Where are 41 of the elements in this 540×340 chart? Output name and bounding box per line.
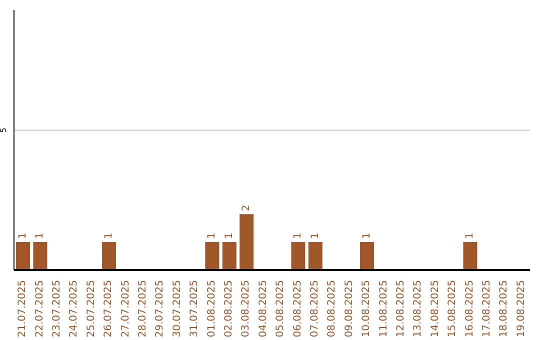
x-tick-label: 22.07.2025 (34, 280, 46, 338)
x-tick-label: 12.08.2025 (396, 280, 406, 338)
x-tick-label: 19.08.2025 (516, 280, 527, 338)
x-tick-label: 03.08.2025 (240, 280, 252, 338)
x-tick-label: 07.08.2025 (310, 280, 320, 338)
x-tick-label: 01.08.2025 (206, 280, 218, 338)
x-tick-label: 27.07.2025 (120, 280, 132, 338)
data-label: 1 (34, 232, 46, 240)
data-label: 1 (310, 232, 321, 240)
data-label: 2 (241, 204, 252, 212)
x-tick-label: 23.07.2025 (52, 280, 62, 338)
data-label: 1 (292, 232, 304, 240)
data-label: 1 (464, 232, 476, 240)
x-tick-label: 06.08.2025 (292, 280, 304, 338)
x-tick-label: 05.08.2025 (275, 280, 286, 338)
x-tick-label: 15.08.2025 (447, 280, 458, 338)
x-tick-label: 31.07.2025 (189, 280, 200, 338)
x-tick-label: 26.07.2025 (103, 280, 114, 338)
data-label: 1 (206, 232, 218, 240)
x-tick-label: 28.07.2025 (138, 280, 148, 338)
x-tick-label: 24.07.2025 (68, 280, 80, 338)
x-tick-label: 02.08.2025 (224, 280, 234, 338)
x-tick-label: 14.08.2025 (430, 280, 441, 338)
x-tick-label: 16.08.2025 (464, 280, 476, 338)
x-tick-label: 29.07.2025 (154, 280, 166, 338)
x-tick-label: 17.08.2025 (482, 280, 492, 338)
x-tick-label: 09.08.2025 (344, 280, 355, 338)
x-tick-label: 30.07.2025 (172, 280, 183, 338)
data-label: 1 (362, 232, 372, 240)
x-tick-label: 10.08.2025 (361, 280, 372, 338)
x-tick-label: 11.08.2025 (378, 280, 390, 338)
x-tick-label: 04.08.2025 (258, 280, 269, 338)
x-tick-label: 25.07.2025 (86, 280, 97, 338)
data-label: 1 (104, 232, 114, 240)
x-tick-label: 08.08.2025 (326, 280, 338, 338)
x-tick-label: 21.07.2025 (17, 280, 28, 338)
data-label: 1 (18, 232, 28, 240)
x-tick-label: 13.08.2025 (412, 280, 424, 338)
x-tick-label: 18.08.2025 (498, 280, 510, 338)
y-tick-label: 5 (0, 128, 8, 133)
data-label: 1 (224, 232, 235, 240)
